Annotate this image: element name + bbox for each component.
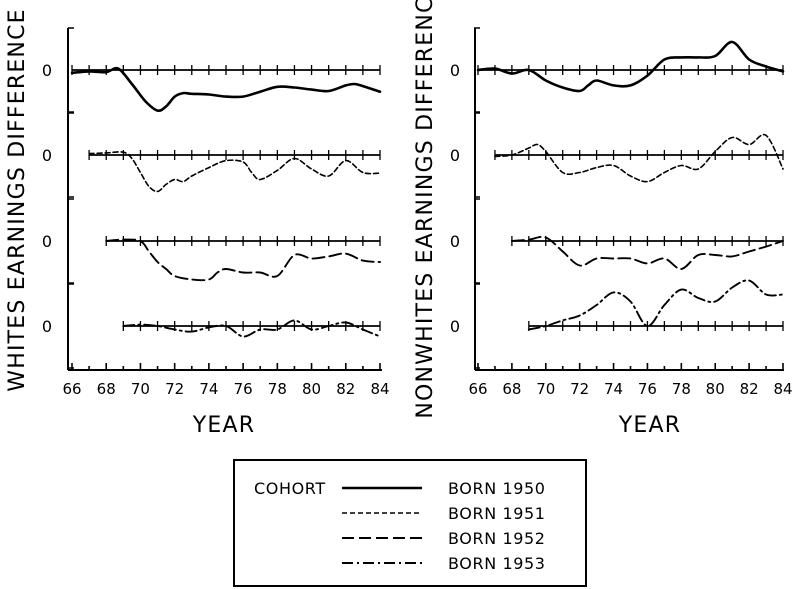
zero-label: 0 <box>450 232 460 251</box>
whites-series <box>70 66 382 338</box>
x-tick-label: 80 <box>302 380 321 398</box>
nonwhites-x-ticks: 66 68 70 72 74 76 78 80 82 84 <box>468 27 793 398</box>
x-tick-label: 84 <box>773 380 792 398</box>
whites-y-label: WHITES EARNINGS DIFFERENCE <box>5 8 30 391</box>
x-tick-label: 84 <box>370 380 389 398</box>
legend-label: BORN 1953 <box>448 554 546 573</box>
x-tick-label: 74 <box>604 380 623 398</box>
x-tick-label: 80 <box>706 380 725 398</box>
x-tick-label: 82 <box>336 380 355 398</box>
x-tick-label: 70 <box>536 380 555 398</box>
x-tick-label: 68 <box>502 380 521 398</box>
nonwhites-zero-labels: 0 0 0 0 <box>450 61 460 336</box>
zero-label: 0 <box>450 61 460 80</box>
x-tick-label: 68 <box>97 380 116 398</box>
x-tick-label: 82 <box>740 380 759 398</box>
series-line-born-1950 <box>70 66 382 113</box>
series-line-born-1953 <box>527 279 784 331</box>
zero-label: 0 <box>42 61 52 80</box>
zero-label: 0 <box>42 317 52 336</box>
zero-label: 0 <box>450 317 460 336</box>
whites-baselines <box>71 65 381 331</box>
nonwhites-baselines <box>477 65 784 331</box>
legend-label: BORN 1950 <box>448 479 546 498</box>
zero-label: 0 <box>42 146 52 165</box>
legend-items: BORN 1950 BORN 1951 BORN 1952 BORN 1953 <box>342 479 546 573</box>
x-tick-label: 70 <box>131 380 150 398</box>
zero-label: 0 <box>450 146 460 165</box>
legend-label: BORN 1952 <box>448 529 546 548</box>
x-tick-label: 72 <box>165 380 184 398</box>
whites-zero-labels: 0 0 0 0 <box>42 61 52 336</box>
whites-panel: 66 68 70 72 74 76 78 80 82 84 0 0 0 0 WHITES EARNING… <box>5 8 390 438</box>
series-line-born-1952 <box>510 235 784 270</box>
series-line-born-1951 <box>494 133 784 183</box>
x-tick-label: 74 <box>199 380 218 398</box>
x-tick-label: 78 <box>268 380 287 398</box>
series-line-born-1953 <box>122 319 381 338</box>
legend-box <box>233 459 587 587</box>
x-tick-label: 78 <box>672 380 691 398</box>
x-tick-label: 66 <box>62 380 81 398</box>
nonwhites-x-label: YEAR <box>618 413 681 438</box>
legend-heading: COHORT <box>254 479 326 498</box>
nonwhites-panel: 66 68 70 72 74 76 78 80 82 84 0 0 0 0 NONWHITES EARN… <box>413 0 793 438</box>
series-line-born-1951 <box>88 151 381 193</box>
whites-x-label: YEAR <box>192 413 255 438</box>
x-tick-label: 66 <box>468 380 487 398</box>
nonwhites-series <box>476 40 785 331</box>
x-tick-label: 76 <box>638 380 657 398</box>
legend-label: BORN 1951 <box>448 504 546 523</box>
zero-label: 0 <box>42 232 52 251</box>
x-tick-label: 76 <box>234 380 253 398</box>
series-line-born-1950 <box>476 40 785 93</box>
nonwhites-y-label: NONWHITES EARNINGS DIFFERENCE <box>413 0 438 419</box>
x-tick-label: 72 <box>570 380 589 398</box>
whites-x-ticks: 66 68 70 72 74 76 78 80 82 84 <box>62 27 390 398</box>
